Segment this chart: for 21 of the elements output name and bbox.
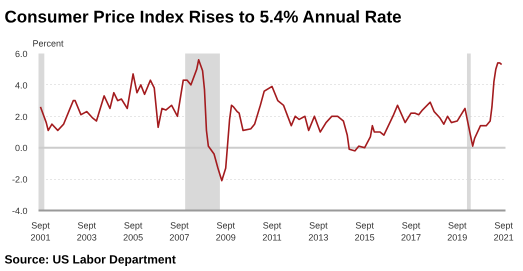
x-tick-label: Sept 2009 — [216, 220, 236, 242]
x-tick-label: Sept 2017 — [400, 220, 421, 242]
x-tick-label: Sept 2011 — [262, 220, 282, 242]
x-tick-label: Sept 2015 — [354, 220, 375, 242]
x-tick-label: Sept 2001 — [30, 220, 50, 242]
y-tick-label: -2.0 — [12, 174, 28, 185]
y-tick-label: 0.0 — [14, 143, 28, 154]
y-tick-label: 6.0 — [14, 49, 28, 59]
y-tick-label: 4.0 — [14, 80, 28, 90]
source-note: Source: US Labor Department — [4, 252, 176, 266]
x-tick-label: Sept 2019 — [447, 220, 468, 242]
y-axis-title: Percent — [32, 38, 64, 48]
x-tick-label: Sept 2003 — [76, 220, 97, 242]
y-tick-label: -4.0 — [12, 206, 28, 216]
line-series — [40, 58, 502, 182]
x-tick-label: Sept 2007 — [169, 220, 190, 242]
x-tick-label: Sept 2021 — [494, 220, 514, 242]
chart-title: Consumer Price Index Rises to 5.4% Annual Rate — [4, 8, 402, 26]
y-tick-label: 2.0 — [14, 112, 28, 122]
x-tick-label: Sept 2005 — [123, 220, 144, 242]
x-tick-label: Sept 2013 — [308, 220, 328, 242]
